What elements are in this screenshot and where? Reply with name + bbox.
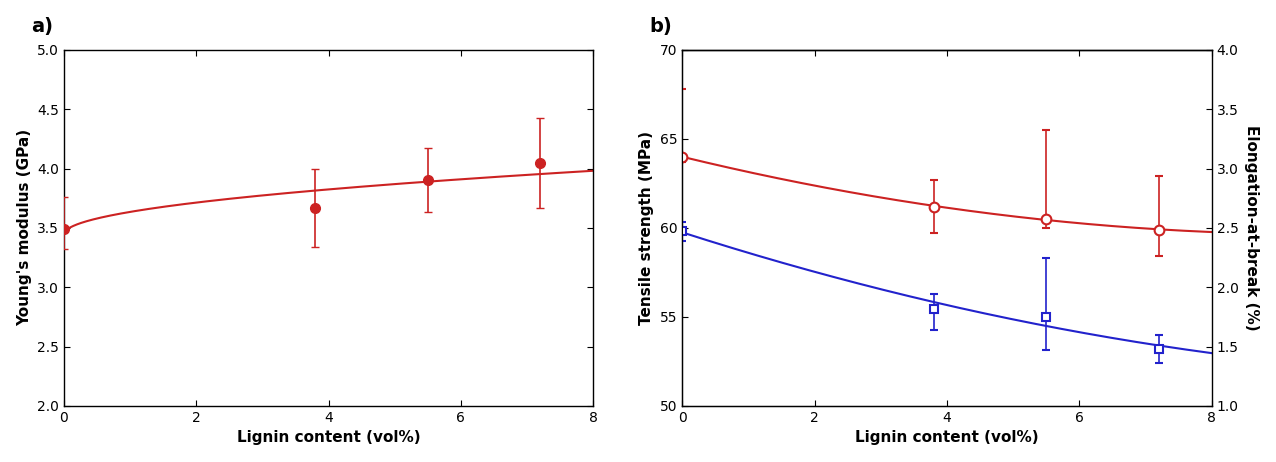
Y-axis label: Tensile strength (MPa): Tensile strength (MPa) (639, 131, 655, 325)
Y-axis label: Young's modulus (GPa): Young's modulus (GPa) (17, 129, 32, 327)
Text: a): a) (32, 17, 54, 36)
X-axis label: Lignin content (vol%): Lignin content (vol%) (237, 430, 420, 445)
X-axis label: Lignin content (vol%): Lignin content (vol%) (855, 430, 1039, 445)
Y-axis label: Elongation-at-break (%): Elongation-at-break (%) (1244, 125, 1259, 331)
Text: b): b) (649, 17, 671, 36)
